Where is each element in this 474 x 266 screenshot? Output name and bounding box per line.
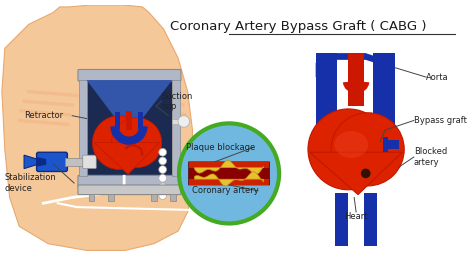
Bar — [108, 194, 114, 201]
Polygon shape — [36, 157, 46, 167]
Bar — [126, 111, 132, 130]
Circle shape — [331, 113, 404, 186]
Bar — [65, 158, 85, 166]
Bar — [385, 140, 400, 149]
Bar — [364, 193, 377, 246]
Bar — [89, 194, 94, 201]
Bar — [172, 80, 180, 176]
FancyBboxPatch shape — [189, 162, 270, 185]
FancyBboxPatch shape — [83, 155, 96, 169]
Ellipse shape — [335, 131, 368, 158]
Polygon shape — [94, 143, 160, 174]
Text: Aorta: Aorta — [426, 73, 449, 82]
Circle shape — [159, 166, 166, 173]
Polygon shape — [24, 155, 36, 169]
Circle shape — [159, 148, 166, 156]
Bar — [189, 179, 270, 185]
Polygon shape — [69, 0, 123, 5]
Polygon shape — [310, 152, 402, 195]
Polygon shape — [316, 53, 394, 77]
FancyBboxPatch shape — [78, 69, 181, 81]
FancyBboxPatch shape — [36, 152, 67, 172]
Circle shape — [159, 157, 166, 165]
Circle shape — [179, 123, 279, 223]
Bar — [115, 112, 120, 129]
Circle shape — [112, 118, 162, 168]
Bar — [316, 53, 337, 149]
Text: Retractor: Retractor — [24, 111, 63, 120]
Circle shape — [308, 109, 389, 190]
FancyBboxPatch shape — [78, 175, 181, 187]
FancyBboxPatch shape — [78, 185, 181, 195]
Polygon shape — [87, 80, 172, 176]
Text: Bypass graft: Bypass graft — [414, 116, 467, 125]
Bar — [79, 80, 87, 176]
Text: Stabilization
device: Stabilization device — [5, 173, 56, 193]
Text: Coronary Artery Bypass Graft ( CABG ): Coronary Artery Bypass Graft ( CABG ) — [170, 20, 427, 33]
Circle shape — [159, 183, 166, 191]
Polygon shape — [194, 172, 264, 186]
Circle shape — [92, 116, 146, 169]
Bar — [383, 137, 388, 152]
Polygon shape — [2, 5, 192, 250]
Bar — [374, 53, 394, 149]
Circle shape — [361, 169, 371, 178]
Bar — [151, 194, 157, 201]
Bar — [137, 112, 144, 129]
Polygon shape — [194, 160, 264, 174]
Text: Plaque blockage: Plaque blockage — [186, 143, 255, 152]
Bar — [172, 119, 184, 124]
Text: Blocked
artery: Blocked artery — [414, 147, 447, 167]
Bar — [348, 53, 364, 106]
Circle shape — [159, 174, 166, 182]
Polygon shape — [87, 80, 172, 123]
Circle shape — [178, 116, 190, 127]
Text: Suction
cup: Suction cup — [162, 92, 193, 111]
Bar — [170, 194, 176, 201]
Bar — [189, 162, 270, 168]
Text: Coronary artery: Coronary artery — [192, 186, 259, 195]
Bar — [335, 193, 348, 246]
Circle shape — [159, 192, 166, 200]
Text: Heart: Heart — [344, 212, 368, 221]
